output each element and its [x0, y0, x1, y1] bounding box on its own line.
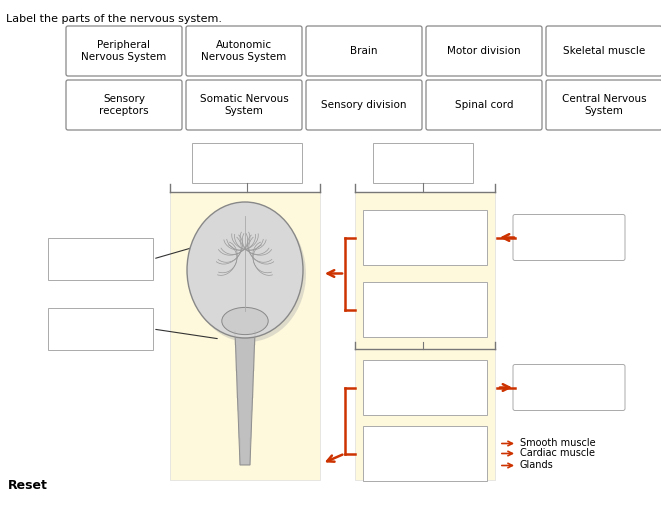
Text: Cardiac muscle: Cardiac muscle: [520, 449, 595, 459]
Text: Skeletal muscle: Skeletal muscle: [563, 46, 645, 56]
Text: Somatic Nervous
System: Somatic Nervous System: [200, 94, 288, 116]
FancyBboxPatch shape: [546, 26, 661, 76]
FancyBboxPatch shape: [363, 210, 487, 265]
Text: Glands: Glands: [520, 460, 554, 470]
Text: Label the parts of the nervous system.: Label the parts of the nervous system.: [6, 14, 222, 24]
FancyBboxPatch shape: [306, 80, 422, 130]
FancyBboxPatch shape: [426, 80, 542, 130]
FancyBboxPatch shape: [66, 26, 182, 76]
Polygon shape: [235, 331, 255, 465]
FancyBboxPatch shape: [186, 26, 302, 76]
Text: Autonomic
Nervous System: Autonomic Nervous System: [202, 40, 287, 62]
FancyBboxPatch shape: [363, 282, 487, 337]
Text: Sensory division: Sensory division: [321, 100, 407, 110]
Text: Peripheral
Nervous System: Peripheral Nervous System: [81, 40, 167, 62]
Text: Smooth muscle: Smooth muscle: [520, 438, 596, 449]
FancyBboxPatch shape: [306, 26, 422, 76]
FancyBboxPatch shape: [48, 308, 153, 350]
Text: Sensory
receptors: Sensory receptors: [99, 94, 149, 116]
Text: Reset: Reset: [8, 479, 48, 492]
Ellipse shape: [190, 206, 306, 342]
Text: Motor division: Motor division: [447, 46, 521, 56]
FancyBboxPatch shape: [513, 214, 625, 261]
FancyBboxPatch shape: [546, 80, 661, 130]
FancyBboxPatch shape: [66, 80, 182, 130]
FancyBboxPatch shape: [186, 80, 302, 130]
FancyBboxPatch shape: [48, 238, 153, 280]
Text: Brain: Brain: [350, 46, 377, 56]
Ellipse shape: [187, 202, 303, 338]
FancyBboxPatch shape: [513, 365, 625, 410]
FancyBboxPatch shape: [170, 192, 320, 480]
FancyBboxPatch shape: [426, 26, 542, 76]
FancyBboxPatch shape: [363, 360, 487, 415]
FancyBboxPatch shape: [363, 426, 487, 481]
Ellipse shape: [222, 307, 268, 335]
Text: Central Nervous
System: Central Nervous System: [562, 94, 646, 116]
FancyBboxPatch shape: [192, 143, 302, 183]
FancyBboxPatch shape: [355, 192, 495, 480]
FancyBboxPatch shape: [373, 143, 473, 183]
Text: Spinal cord: Spinal cord: [455, 100, 513, 110]
